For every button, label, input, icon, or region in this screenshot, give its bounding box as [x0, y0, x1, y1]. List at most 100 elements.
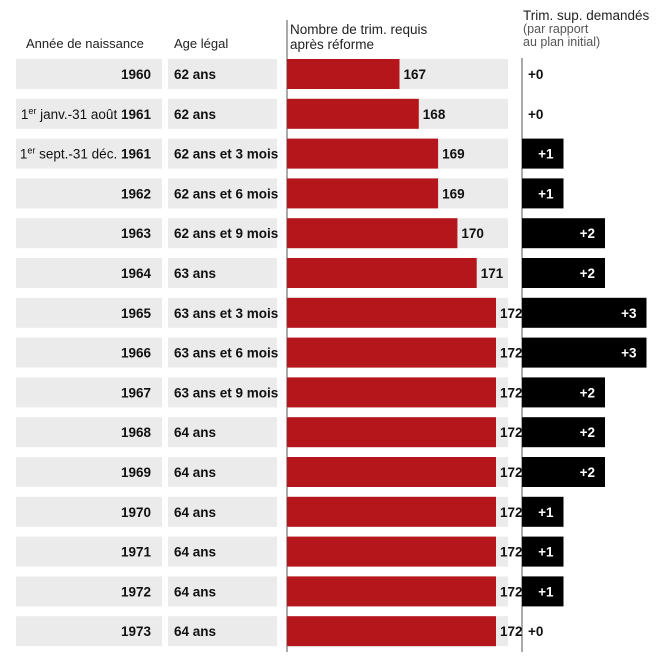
age-label: 62 ans et 3 mois	[174, 147, 278, 162]
extra-value-label: +0	[528, 67, 543, 82]
row-year-cell	[16, 138, 162, 169]
quarters-value-label: 172	[500, 584, 523, 599]
extra-value-label: +3	[621, 346, 637, 361]
year-label: 1971	[121, 545, 152, 560]
quarters-bar	[287, 218, 458, 249]
quarters-value-label: 172	[500, 505, 523, 520]
quarters-bar	[287, 536, 496, 567]
extra-bar	[522, 297, 647, 328]
extra-value-label: +1	[538, 584, 554, 599]
quarters-value-label: 167	[404, 67, 427, 82]
header-quarters: Nombre de trim. requis après réforme	[290, 22, 427, 52]
age-label: 64 ans	[174, 465, 216, 480]
quarters-bar	[287, 178, 439, 209]
age-label: 64 ans	[174, 624, 216, 639]
quarters-bar	[287, 337, 496, 368]
header-age-label: Age légal	[174, 36, 229, 51]
year-label: 1960	[121, 67, 151, 82]
row-age-cell	[168, 337, 277, 368]
row-year-cell	[16, 496, 162, 527]
row-age-cell	[168, 536, 277, 567]
row-age-cell	[168, 258, 277, 288]
age-label: 62 ans	[174, 107, 216, 122]
extra-value-label: +2	[580, 266, 595, 281]
header-year: Année de naissance	[26, 36, 144, 51]
year-label: 1962	[121, 186, 151, 201]
year-label: 1968	[121, 425, 152, 440]
extra-bar	[522, 178, 564, 209]
quarters-value-label: 172	[500, 306, 523, 321]
row-year-cell	[16, 337, 162, 368]
row-age-cell	[168, 297, 277, 328]
quarters-bar	[287, 457, 496, 487]
row-year-cell	[16, 258, 162, 288]
row-year-cell	[16, 59, 162, 89]
year-label: 1963	[121, 226, 152, 241]
age-label: 62 ans et 9 mois	[174, 226, 278, 241]
row-year-cell	[16, 377, 162, 408]
row-year-cell	[16, 178, 162, 209]
row-age-cell	[168, 457, 277, 487]
row-age-cell	[168, 218, 277, 249]
quarters-bar	[287, 616, 496, 647]
extra-bar	[522, 496, 564, 527]
year-label: 1964	[121, 266, 152, 281]
row-age-cell	[168, 417, 277, 448]
row-age-cell	[168, 496, 277, 527]
row-age-cell	[168, 59, 277, 89]
age-label: 62 ans et 6 mois	[174, 186, 278, 201]
extra-value-label: +1	[538, 186, 554, 201]
row-age-cell	[168, 138, 277, 169]
row-age-cell	[168, 377, 277, 408]
row-year-cell	[16, 417, 162, 448]
row-year-cell	[16, 536, 162, 567]
quarters-bar	[287, 576, 496, 607]
row-year-cell	[16, 98, 162, 129]
quarters-bar	[287, 496, 496, 527]
row-year-cell	[16, 297, 162, 328]
quarters-bar	[287, 377, 496, 408]
extra-bar	[522, 417, 605, 448]
header-extra-sublabel-2: au plan initial)	[523, 35, 601, 49]
header-year-label: Année de naissance	[26, 36, 144, 51]
year-label: 1967	[121, 385, 151, 400]
age-label: 64 ans	[174, 505, 216, 520]
quarters-value-label: 172	[500, 545, 523, 560]
row-year-cell	[16, 457, 162, 487]
extra-value-label: +1	[538, 147, 554, 162]
quarters-value-label: 168	[423, 107, 446, 122]
row-year-cell	[16, 218, 162, 249]
header-quarters-label: Nombre de trim. requis	[290, 22, 428, 37]
header-extra-sublabel-1: (par rapport	[523, 22, 589, 36]
row-year-cell	[16, 576, 162, 607]
extra-value-label: +0	[528, 107, 543, 122]
header-extra: Trim. sup. demandés (par rapport au plan…	[523, 8, 649, 49]
year-label: 1er sept.-31 déc. 1961	[20, 146, 152, 162]
year-label: 1969	[121, 465, 151, 480]
quarters-bar	[287, 417, 496, 448]
extra-bar	[522, 576, 564, 607]
year-label: 1972	[121, 584, 151, 599]
age-label: 63 ans et 3 mois	[174, 306, 278, 321]
quarters-value-label: 169	[442, 147, 465, 162]
extra-value-label: +1	[538, 505, 554, 520]
extra-bar	[522, 218, 605, 249]
quarters-value-label: 172	[500, 385, 523, 400]
row-age-cell	[168, 576, 277, 607]
header-age: Age légal	[174, 36, 228, 51]
extra-bar	[522, 377, 605, 408]
extra-value-label: +3	[621, 306, 637, 321]
quarters-value-label: 172	[500, 624, 523, 639]
age-label: 64 ans	[174, 545, 216, 560]
quarters-value-label: 169	[442, 186, 465, 201]
extra-bar	[522, 138, 564, 169]
age-label: 63 ans	[174, 266, 216, 281]
extra-value-label: +2	[580, 425, 595, 440]
quarters-value-label: 171	[481, 266, 504, 281]
quarters-value-label: 172	[500, 425, 523, 440]
year-label: 1er janv.-31 août 1961	[21, 106, 152, 122]
year-label: 1970	[121, 505, 151, 520]
row-age-cell	[168, 178, 277, 209]
extra-bar	[522, 536, 564, 567]
